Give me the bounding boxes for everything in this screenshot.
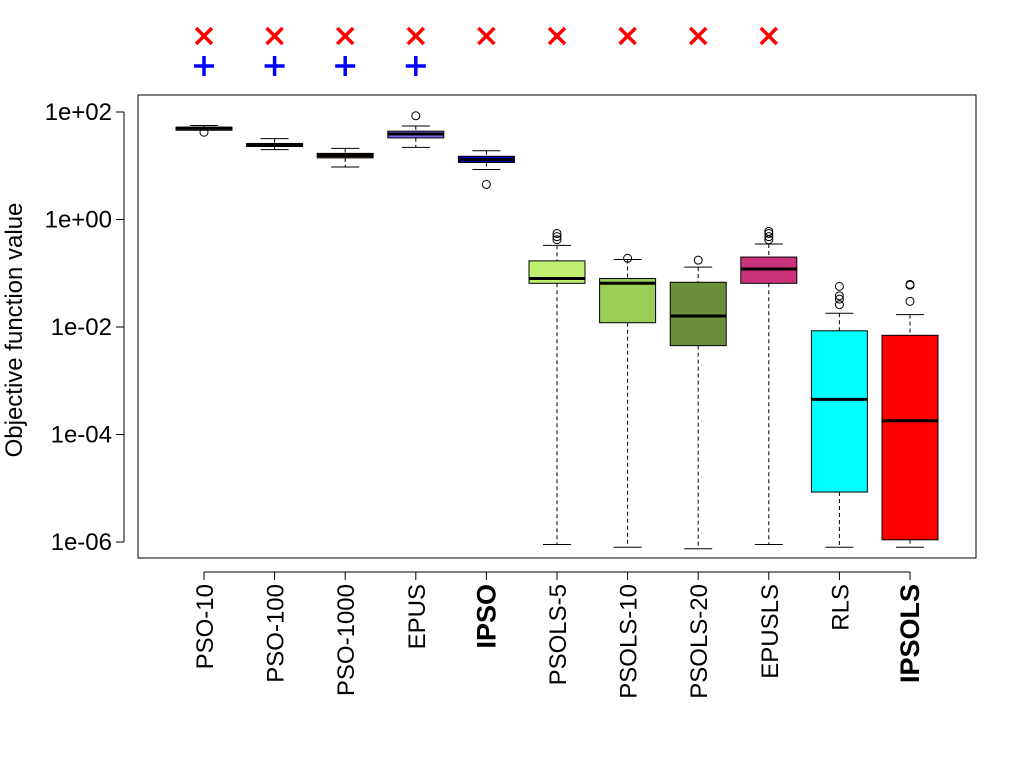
outlier-point: [834, 291, 844, 301]
x-tick-label: PSO-1000: [333, 584, 360, 696]
outlier-point: [199, 127, 209, 137]
y-tick-label: 1e+00: [45, 207, 112, 234]
box-iqr: [599, 277, 657, 324]
box-pso-10: [175, 125, 233, 137]
outlier-point: [693, 255, 703, 265]
outlier-point: [834, 294, 844, 304]
outlier-point: [764, 226, 774, 236]
outlier-point: [411, 111, 421, 121]
cross-marker: [335, 26, 355, 46]
outlier-point: [905, 296, 915, 306]
cross-marker: [759, 26, 779, 46]
x-tick-label: EPUSLS: [757, 584, 784, 679]
x-tick-label: PSOLS-5: [545, 584, 572, 685]
cross-stroke: [265, 26, 284, 46]
x-tick-label: RLS: [827, 584, 854, 631]
cross-stroke: [194, 26, 214, 46]
cross-stroke: [759, 26, 779, 46]
significance-markers: [194, 26, 779, 76]
outlier-point: [623, 253, 633, 263]
plot-frame: [137, 94, 977, 559]
cross-stroke: [406, 26, 426, 46]
x-tick-label: PSO-100: [263, 584, 290, 683]
cross-stroke: [547, 26, 567, 46]
x-tick-label: PSOLS-20: [686, 584, 713, 699]
x-tick-label: EPUS: [404, 584, 431, 649]
y-tick-label: 1e+02: [45, 99, 112, 126]
cross-marker: [547, 26, 567, 46]
cross-stroke: [335, 26, 355, 46]
cross-marker: [265, 26, 284, 46]
y-axis: 1e+02 1e+00 1e-02 1e-04 1e-06: [45, 99, 125, 556]
outlier-point: [764, 232, 774, 242]
cross-marker: [477, 26, 496, 46]
box-iqr: [881, 334, 939, 541]
outlier-point: [834, 300, 844, 310]
box-pso-100: [246, 138, 304, 151]
box-psols-5: [528, 228, 586, 545]
cross-marker: [406, 26, 426, 46]
plus-marker: [264, 56, 285, 76]
plus-marker: [405, 56, 426, 76]
x-tick-label: PSO-10: [192, 584, 219, 669]
outlier-point: [552, 232, 562, 242]
box-ipso: [457, 150, 515, 189]
y-axis-label: Objective function value: [1, 203, 28, 458]
y-tick-label: 1e-04: [51, 422, 112, 449]
cross-marker: [194, 26, 214, 46]
box-epusls: [740, 226, 798, 545]
y-tick-label: 1e-06: [51, 529, 112, 556]
outlier-point: [481, 179, 491, 189]
boxes: [175, 111, 939, 550]
cross-stroke: [688, 26, 708, 46]
box-ipsols: [881, 279, 939, 548]
box-rls: [810, 281, 868, 548]
box-pso-1000: [316, 147, 374, 168]
outlier-point: [834, 281, 844, 291]
box-psols-20: [669, 255, 727, 550]
box-epus: [387, 111, 445, 148]
cross-marker: [688, 26, 708, 46]
outlier-point: [905, 279, 915, 289]
cross-marker: [618, 26, 637, 46]
cross-stroke: [618, 26, 637, 46]
outlier-point: [552, 235, 562, 245]
outlier-point: [552, 228, 562, 238]
y-tick-label: 1e-02: [51, 314, 112, 341]
plus-marker: [335, 56, 356, 76]
x-tick-label: IPSO: [471, 584, 501, 649]
x-axis: PSO-10 PSO-100 PSO-1000 EPUS IPSO PSOLS-5 PSOL…: [192, 571, 925, 699]
x-tick-label: IPSOLS: [895, 584, 925, 683]
x-tick-label: PSOLS-10: [616, 584, 643, 699]
box-iqr: [810, 330, 868, 493]
box-psols-10: [599, 253, 657, 548]
cross-stroke: [477, 26, 496, 46]
box-iqr: [669, 281, 727, 347]
plus-marker: [194, 56, 214, 76]
